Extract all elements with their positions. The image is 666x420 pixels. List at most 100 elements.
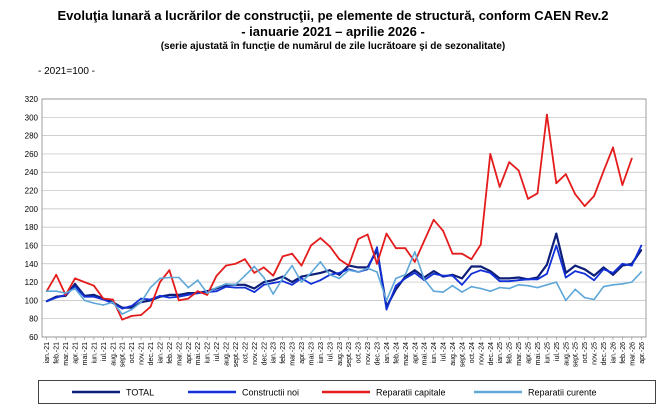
data-point bbox=[111, 301, 114, 304]
data-point bbox=[413, 261, 416, 263]
series-reparatii-capitale bbox=[45, 113, 633, 321]
data-point bbox=[253, 291, 256, 293]
data-point bbox=[451, 274, 454, 277]
data-point bbox=[206, 294, 209, 296]
x-tick-label: iun.-24 bbox=[431, 342, 438, 364]
data-point bbox=[300, 281, 303, 283]
data-point bbox=[253, 287, 256, 290]
data-point bbox=[187, 286, 190, 289]
data-point bbox=[602, 170, 605, 173]
data-point bbox=[630, 264, 633, 267]
data-point bbox=[630, 157, 633, 160]
data-point bbox=[215, 290, 218, 293]
data-point bbox=[328, 269, 331, 272]
data-point bbox=[555, 244, 558, 247]
data-point bbox=[508, 280, 511, 283]
data-point bbox=[612, 146, 614, 149]
data-point bbox=[291, 252, 293, 255]
x-tick-label: ian.-21 bbox=[44, 342, 51, 364]
x-tick-label: ian.-22 bbox=[157, 342, 164, 364]
x-tick-label: mai.-22 bbox=[195, 342, 202, 365]
x-tick-label: apr.-26 bbox=[639, 342, 646, 364]
data-point bbox=[489, 272, 492, 274]
data-point bbox=[187, 294, 190, 296]
data-point bbox=[234, 283, 237, 286]
data-point bbox=[244, 283, 246, 286]
data-point bbox=[319, 272, 322, 274]
data-point bbox=[621, 262, 624, 265]
data-point bbox=[612, 283, 614, 286]
data-point bbox=[461, 283, 463, 286]
data-point bbox=[583, 296, 586, 299]
data-point bbox=[536, 192, 539, 195]
data-point bbox=[291, 264, 293, 267]
y-tick-label: 300 bbox=[25, 113, 39, 122]
x-tick-label: mar.-25 bbox=[516, 342, 523, 366]
data-point bbox=[612, 272, 614, 274]
data-point bbox=[442, 274, 444, 277]
data-point bbox=[621, 184, 624, 186]
data-point bbox=[130, 315, 133, 317]
x-tick-label: iul.-24 bbox=[441, 342, 448, 361]
data-point bbox=[159, 281, 161, 283]
data-point bbox=[121, 313, 124, 315]
x-tick-label: sept.-23 bbox=[346, 342, 353, 367]
y-tick-label: 140 bbox=[25, 260, 39, 269]
data-point bbox=[630, 281, 633, 283]
data-point bbox=[593, 298, 595, 301]
series-reparatii-curente bbox=[45, 251, 643, 315]
data-point bbox=[111, 298, 114, 301]
data-point bbox=[319, 261, 322, 263]
x-tick-label: oct.-22 bbox=[242, 342, 249, 364]
data-point bbox=[177, 276, 180, 279]
x-tick-label: nov.-25 bbox=[592, 342, 599, 365]
data-point bbox=[130, 308, 133, 311]
data-point bbox=[187, 292, 190, 294]
x-tick-label: mai.-23 bbox=[308, 342, 315, 365]
x-tick-label: sept.-24 bbox=[459, 342, 466, 367]
data-point bbox=[102, 297, 105, 300]
data-point bbox=[281, 280, 284, 283]
data-point bbox=[546, 263, 548, 266]
data-point bbox=[593, 195, 595, 197]
data-point bbox=[564, 173, 567, 176]
data-point bbox=[479, 269, 482, 272]
y-tick-label: 280 bbox=[25, 132, 39, 141]
x-tick-label: iun.-23 bbox=[318, 342, 325, 364]
data-point bbox=[470, 272, 473, 275]
data-point bbox=[347, 264, 350, 267]
data-point bbox=[432, 270, 435, 272]
series-line bbox=[46, 251, 642, 315]
data-point bbox=[149, 286, 152, 289]
data-point bbox=[357, 266, 360, 269]
data-point bbox=[262, 281, 265, 283]
data-point bbox=[442, 229, 444, 232]
data-point bbox=[546, 283, 548, 286]
data-point bbox=[470, 258, 473, 261]
data-point bbox=[366, 233, 369, 236]
data-point bbox=[93, 302, 95, 304]
data-point bbox=[168, 276, 171, 279]
data-point bbox=[64, 294, 67, 296]
x-tick-label: oct.-24 bbox=[469, 342, 476, 364]
y-tick-label: 260 bbox=[25, 150, 39, 159]
x-tick-label: feb.-21 bbox=[54, 342, 61, 364]
data-point bbox=[442, 291, 444, 293]
legend-label: Constructii noi bbox=[242, 388, 299, 398]
data-point bbox=[244, 258, 246, 261]
x-tick-label: nov.-22 bbox=[252, 342, 259, 365]
data-point bbox=[479, 243, 482, 246]
x-tick-label: iun.-25 bbox=[544, 342, 551, 364]
data-point bbox=[413, 269, 416, 272]
data-point bbox=[385, 308, 388, 311]
data-point bbox=[357, 238, 360, 241]
data-point bbox=[517, 276, 520, 279]
x-tick-label: ian.-25 bbox=[497, 342, 504, 364]
x-tick-label: dec.-21 bbox=[148, 342, 155, 365]
x-tick-label: mai.-21 bbox=[82, 342, 89, 365]
data-point bbox=[479, 287, 482, 290]
data-point bbox=[498, 286, 501, 289]
data-point bbox=[300, 277, 303, 280]
x-tick-label: mar.-26 bbox=[629, 342, 636, 366]
x-tick-label: feb.-22 bbox=[167, 342, 174, 364]
